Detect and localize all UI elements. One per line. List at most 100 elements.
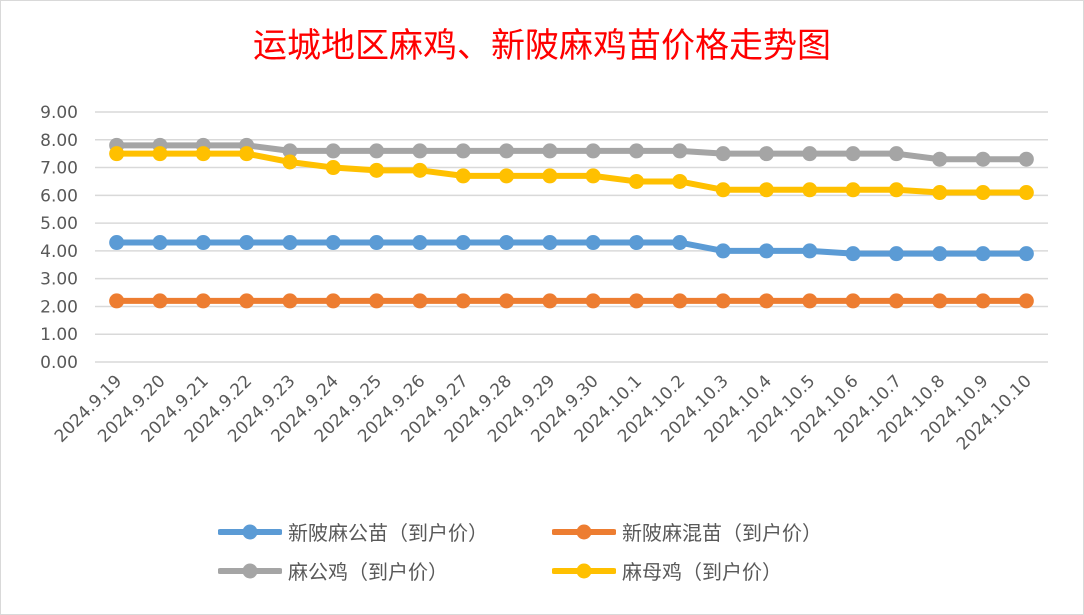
data-point <box>195 146 211 162</box>
data-point <box>758 182 774 198</box>
data-point <box>932 293 948 309</box>
data-point <box>152 146 168 162</box>
data-point <box>455 235 471 251</box>
data-point <box>195 235 211 251</box>
series-line-0 <box>116 239 1027 257</box>
legend-label-0: 新陂麻公苗（到户价） <box>288 521 488 545</box>
data-point <box>1018 246 1034 262</box>
data-point <box>715 146 731 162</box>
data-point <box>715 243 731 259</box>
data-point <box>975 293 991 309</box>
data-point <box>369 162 385 178</box>
data-point <box>239 235 255 251</box>
y-tick-label: 8.00 <box>40 131 78 151</box>
legend-item-1: 新陂麻混苗（到户价） <box>552 517 822 546</box>
data-point <box>888 182 904 198</box>
y-tick-label: 9.00 <box>40 103 78 123</box>
legend-marker-1 <box>552 524 616 539</box>
data-point <box>195 293 211 309</box>
data-point <box>1018 293 1034 309</box>
data-point <box>412 162 428 178</box>
data-point <box>109 293 125 309</box>
data-point <box>802 182 818 198</box>
data-point <box>888 293 904 309</box>
data-point <box>802 146 818 162</box>
data-point <box>845 182 861 198</box>
data-point <box>499 293 515 309</box>
data-point <box>758 146 774 162</box>
data-point <box>758 243 774 259</box>
data-point <box>499 143 515 159</box>
legend-label-3: 麻母鸡（到户价） <box>622 560 782 584</box>
data-point <box>975 185 991 201</box>
y-tick-label: 5.00 <box>40 214 78 234</box>
data-point <box>282 154 298 170</box>
y-tick-label: 2.00 <box>40 297 78 317</box>
data-point <box>412 143 428 159</box>
data-point <box>239 146 255 162</box>
data-point <box>888 146 904 162</box>
data-point <box>412 293 428 309</box>
data-point <box>455 293 471 309</box>
data-point <box>325 160 341 176</box>
y-tick-label: 3.00 <box>40 270 78 290</box>
data-point <box>932 246 948 262</box>
data-point <box>585 168 601 184</box>
data-point <box>109 146 125 162</box>
data-point <box>542 235 558 251</box>
data-point <box>628 143 644 159</box>
data-point <box>845 246 861 262</box>
data-point <box>845 146 861 162</box>
data-point <box>325 293 341 309</box>
data-point <box>802 243 818 259</box>
data-point <box>585 293 601 309</box>
data-point <box>325 235 341 251</box>
y-tick-label: 0.00 <box>40 353 78 373</box>
data-point <box>499 235 515 251</box>
data-point <box>932 151 948 167</box>
data-point <box>369 293 385 309</box>
data-point <box>1018 151 1034 167</box>
data-point <box>282 143 298 159</box>
data-point <box>455 143 471 159</box>
data-point <box>152 293 168 309</box>
data-point <box>499 168 515 184</box>
data-point <box>282 235 298 251</box>
data-point <box>888 246 904 262</box>
data-point <box>325 143 341 159</box>
y-tick-label: 1.00 <box>40 325 78 345</box>
series-line-2 <box>116 142 1027 163</box>
legend-marker-2 <box>218 563 282 578</box>
data-point <box>672 143 688 159</box>
data-point <box>672 235 688 251</box>
data-point <box>109 235 125 251</box>
legend-item-2: 麻公鸡（到户价） <box>218 556 448 585</box>
legend-label-1: 新陂麻混苗（到户价） <box>622 521 822 545</box>
data-point <box>758 293 774 309</box>
data-point <box>282 293 298 309</box>
data-point <box>369 143 385 159</box>
data-point <box>715 293 731 309</box>
data-point <box>542 293 558 309</box>
y-tick-label: 7.00 <box>40 159 78 179</box>
data-point <box>239 293 255 309</box>
legend-marker-0 <box>218 524 282 539</box>
data-point <box>975 246 991 262</box>
data-point <box>412 235 428 251</box>
data-point <box>152 235 168 251</box>
data-point <box>672 293 688 309</box>
legend-label-2: 麻公鸡（到户价） <box>288 560 448 584</box>
data-point <box>542 168 558 184</box>
legend-item-3: 麻母鸡（到户价） <box>552 556 782 585</box>
data-point <box>802 293 818 309</box>
data-point <box>369 235 385 251</box>
data-point <box>628 173 644 189</box>
series-line-3 <box>116 150 1027 196</box>
chart-title: 运城地区麻鸡、新陂麻鸡苗价格走势图 <box>253 26 831 66</box>
data-point <box>585 143 601 159</box>
data-point <box>672 173 688 189</box>
legend-item-0: 新陂麻公苗（到户价） <box>218 517 488 546</box>
data-point <box>628 235 644 251</box>
legend-marker-3 <box>552 563 616 578</box>
